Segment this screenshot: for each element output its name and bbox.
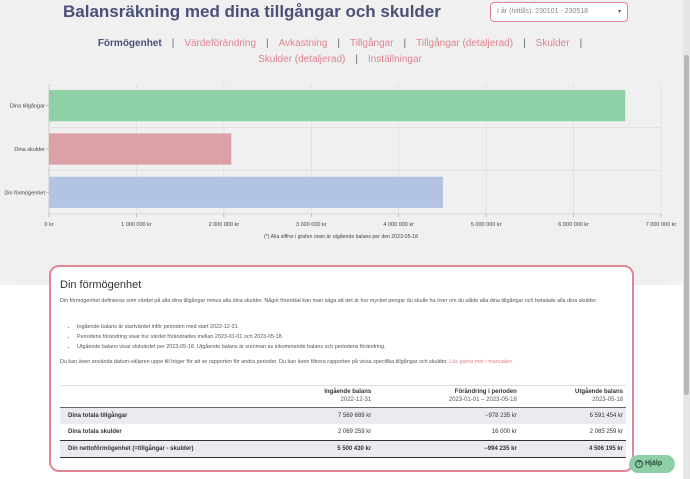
card-intro: Din förmögenhet definieras som värdet på… (60, 298, 598, 304)
tab-skulder-detaljerad[interactable]: Skulder (detaljerad) (258, 54, 346, 65)
table-header-row: Ingående balans Förändring i perioden Ut… (60, 385, 626, 396)
list-item: Ingående balans är startvärdet inför per… (77, 322, 386, 332)
cell-value: −978 235 kr (484, 413, 517, 419)
y-tick-label: Dina tillgångar (10, 103, 45, 110)
row-label: Dina totala skulder (68, 429, 122, 435)
column-subheader (60, 396, 270, 408)
x-tick-label: 0 kr (44, 222, 53, 228)
nav-separator: | (579, 38, 583, 49)
card-title: Din förmögenhet (60, 279, 142, 291)
scrollbar[interactable] (683, 0, 690, 479)
table-subheader-row: 2022-12-31 2023-01-01 – 2023-05-18 2023-… (60, 396, 626, 408)
tab-vardeforandring[interactable]: Värdeförändring (184, 38, 257, 49)
column-header: Utgående balans (519, 385, 626, 396)
column-subheader: 2023-01-01 – 2023-05-18 (448, 397, 517, 403)
page-title: Balansräkning med dina tillgångar och sk… (63, 2, 441, 21)
x-tick-label: 7 000 000 kr (646, 222, 677, 228)
nav-separator: | (337, 38, 340, 49)
table-row: Dina totala tillgångar 7 569 689 kr −978… (60, 407, 626, 424)
tab-skulder[interactable]: Skulder (535, 38, 570, 49)
bar (49, 90, 626, 122)
manual-link[interactable]: Läs gärna mer i manualen. (449, 359, 514, 365)
date-range-select[interactable]: I år (hittills): 230101 - 230518 ▾ (490, 2, 628, 22)
cell-value: 4 506 195 kr (588, 446, 623, 452)
x-tick-label: 4 000 000 kr (383, 222, 414, 228)
column-subheader: 2022-12-31 (340, 397, 372, 403)
column-header: Förändring i perioden (374, 385, 520, 396)
y-tick-label: Din förmögenhet (4, 190, 45, 196)
tab-installningar[interactable]: Inställningar (367, 54, 422, 65)
nav-separator: | (355, 54, 358, 65)
cell-value: 2 085 259 kr (589, 429, 623, 435)
table-row: Dina totala skulder 2 069 259 kr 16 000 … (60, 424, 626, 441)
chart-svg: 0 kr 1 000 000 kr 2 000 000 kr 3 000 000 kr… (4, 84, 677, 240)
nav-separator: | (266, 38, 269, 49)
x-tick-label: 5 000 000 kr (471, 222, 502, 228)
caret-down-icon: ▾ (617, 9, 621, 15)
card-outro-text: Du kan även använda datum-väljaren uppe … (60, 359, 448, 365)
x-tick-label: 6 000 000 kr (558, 222, 589, 228)
y-tick-label: Dina skulder (14, 147, 45, 153)
scrollbar-thumb[interactable] (684, 55, 689, 395)
column-subheader: 2023-05-18 (592, 397, 623, 403)
column-header: Ingående balans (270, 385, 375, 396)
nav-separator: | (403, 38, 407, 49)
tab-formogenhet[interactable]: Förmögenhet (97, 38, 162, 49)
report-nav: Förmögenhet | Värdeförändring | Avkastning | T… (60, 36, 620, 68)
row-label: Dina totala tillgångar (68, 413, 128, 419)
nav-separator: | (171, 38, 175, 49)
help-button[interactable]: ? Hjälp (629, 455, 675, 473)
cell-value: 7 569 689 kr (337, 413, 372, 419)
cell-value: 6 591 454 kr (589, 413, 623, 419)
tab-tillgangar[interactable]: Tillgångar (350, 38, 394, 49)
x-tick-label: 2 000 000 kr (209, 222, 240, 228)
tab-avkastning[interactable]: Avkastning (278, 38, 328, 49)
x-tick-label: 1 000 000 kr (121, 222, 152, 228)
tab-tillgangar-detaljerad[interactable]: Tillgångar (detaljerad) (416, 38, 514, 49)
card-outro: Du kan även använda datum-väljaren uppe … (60, 358, 620, 367)
cell-value: −994 235 kr (484, 446, 517, 452)
column-header (60, 385, 270, 396)
list-item: Periodens förändring visar hur värdet fö… (77, 332, 386, 342)
bar (49, 133, 232, 165)
row-label: Din nettoförmögenhet (=tillgångar - skul… (68, 446, 194, 452)
cell-value: 5 500 430 kr (337, 446, 372, 452)
table-row: Din nettoförmögenhet (=tillgångar - skul… (60, 440, 626, 458)
nav-separator: | (523, 38, 526, 49)
bar (49, 176, 443, 208)
balance-table: Ingående balans Förändring i perioden Ut… (60, 385, 626, 458)
chart-footnote: (*) Alla siffror i grafen ovan är utgåen… (264, 233, 418, 240)
x-tick-label: 3 000 000 kr (296, 222, 327, 228)
cell-value: 2 069 259 kr (337, 429, 372, 435)
date-range-value: I år (hittills): 230101 - 230518 (497, 8, 589, 15)
card-bullet-list: Ingående balans är startvärdet inför per… (69, 322, 386, 352)
wealth-card: Din förmögenhet Din förmögenhet definier… (49, 265, 634, 472)
cell-value: 16 000 kr (491, 429, 517, 435)
list-item: Utgående balans visar slutvärdet per 202… (77, 342, 386, 352)
help-label: Hjälp (645, 460, 663, 467)
question-icon: ? (635, 460, 643, 468)
balance-bar-chart: 0 kr 1 000 000 kr 2 000 000 kr 3 000 000 kr… (0, 84, 683, 244)
